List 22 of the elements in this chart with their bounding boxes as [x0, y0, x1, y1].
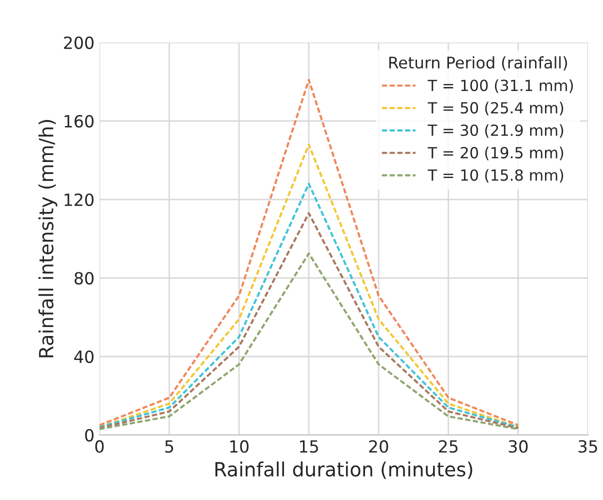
x-tick-label: 5 — [165, 440, 174, 453]
x-tick-label: 25 — [438, 440, 458, 453]
legend-label: T = 20 (19.5 mm) — [428, 146, 564, 160]
legend-title: Return Period (rainfall) — [389, 56, 567, 70]
legend-label: T = 50 (25.4 mm) — [428, 102, 564, 116]
x-tick-label: 15 — [300, 440, 318, 453]
legend-label: T = 30 (21.9 mm) — [428, 124, 564, 138]
x-axis-title: Rainfall duration (minutes) — [215, 462, 472, 479]
y-tick-label: 120 — [64, 193, 94, 206]
legend-label: T = 100 (31.1 mm) — [428, 79, 573, 93]
y-tick-label: 40 — [74, 350, 94, 364]
x-tick-label: 20 — [369, 440, 388, 453]
x-tick-label: 0 — [95, 440, 104, 453]
y-tick-label: 200 — [64, 36, 94, 50]
x-tick-label: 10 — [230, 440, 249, 453]
y-axis-title: Rainfall intensity (mm/h) — [38, 120, 58, 358]
x-tick-label: 35 — [578, 440, 598, 453]
legend-label: T = 10 (15.8 mm) — [428, 169, 564, 183]
y-tick-label: 160 — [64, 114, 94, 128]
y-tick-label: 80 — [74, 272, 94, 285]
x-tick-label: 30 — [508, 440, 528, 453]
y-tick-label: 0 — [85, 428, 94, 442]
